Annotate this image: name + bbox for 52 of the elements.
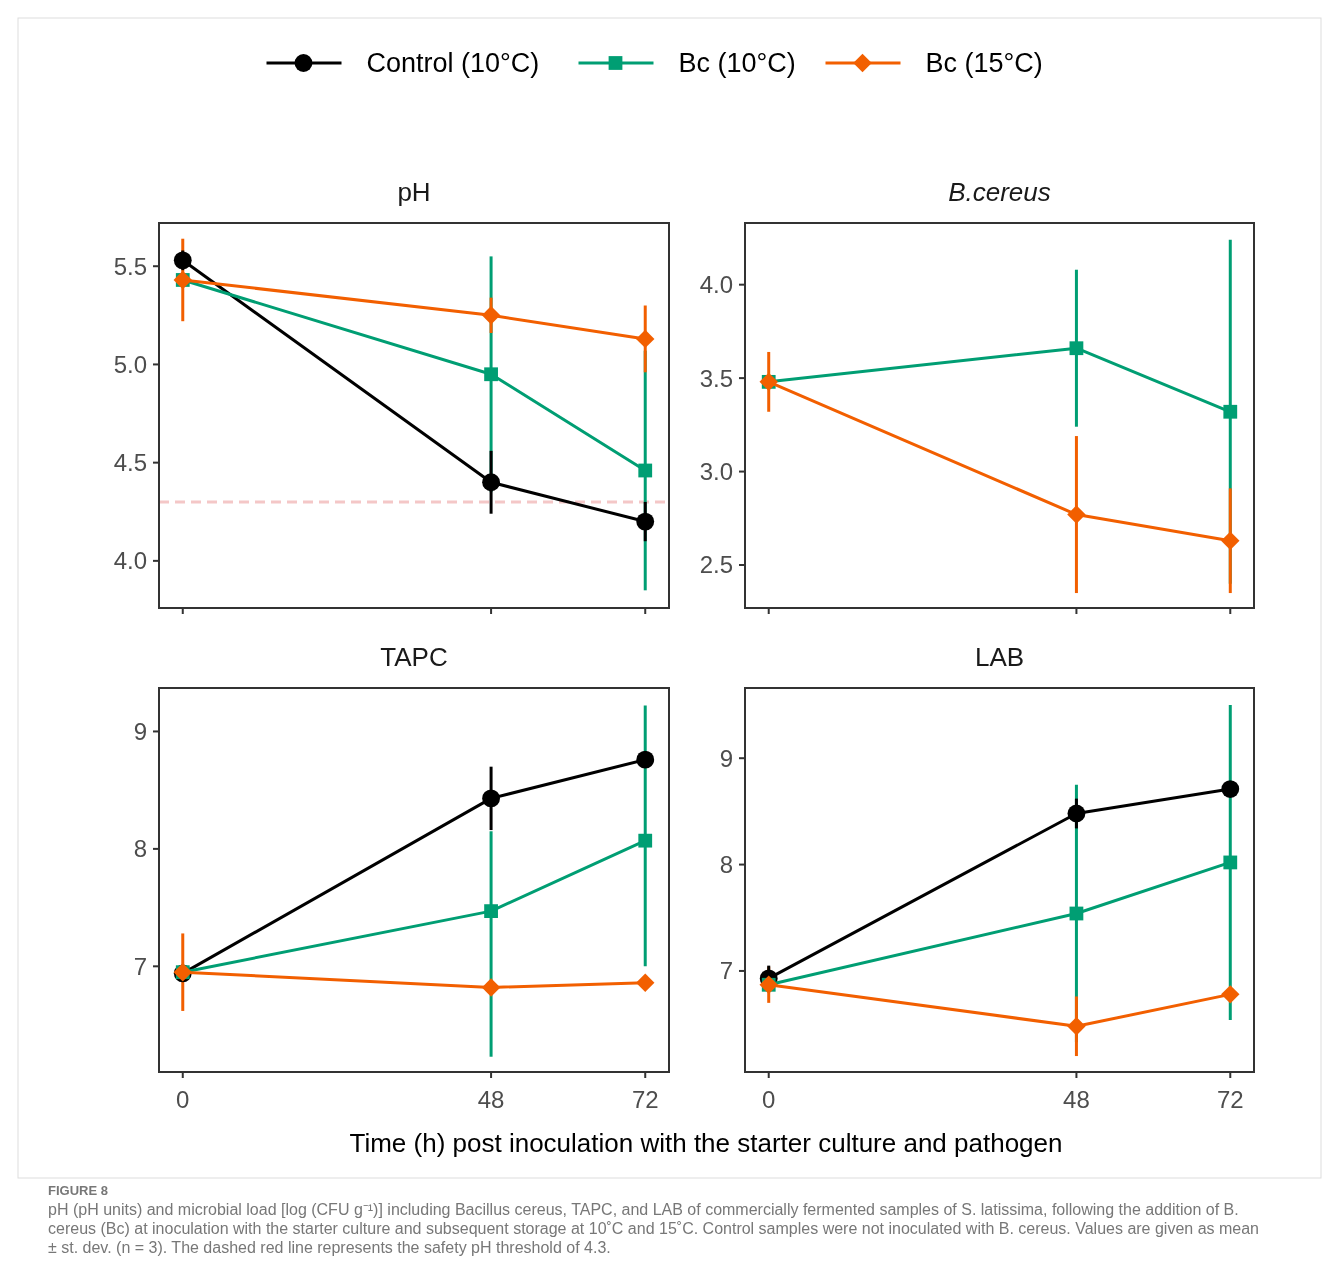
point	[1069, 341, 1084, 356]
chart-title: LAB	[974, 642, 1025, 672]
y-tick-label: 4.5	[113, 449, 147, 477]
legend-label: Bc (15°C)	[925, 48, 1043, 79]
point	[1221, 780, 1240, 798]
x-tick-label: 72	[631, 1086, 659, 1113]
y-tick-label: 4.0	[113, 547, 147, 575]
point	[1067, 505, 1086, 524]
point	[636, 750, 655, 769]
point	[636, 512, 655, 531]
point	[1221, 985, 1240, 1004]
y-tick-label: 8	[719, 850, 733, 878]
point	[1067, 804, 1086, 823]
x-tick-label: 0	[762, 1086, 776, 1113]
y-tick-label: 7	[133, 952, 147, 980]
text: pH (pH units) and microbial load [log (CFU g⁻¹)] including Bacillus cereus, TAPC, and LAB of commercially fermented samples of S. latissima, following the addition of B. cereus (Bc) at inoculation with the starter culture and subsequent storage at 10˚C and 15˚C. Control samples were not inoculated with B. cereus. Values are given as mean ± st. dev. (n = 3). The dashed red line represents the safety pH threshold of 4.3.	[48, 1201, 1260, 1256]
y-tick-label: 5.5	[113, 252, 147, 280]
y-tick-label: 8	[133, 835, 147, 863]
point	[636, 973, 655, 992]
point	[482, 789, 500, 808]
y-tick-label: 7	[719, 957, 733, 985]
legend-label: Bc (10°C)	[678, 48, 796, 79]
x-tick-label: 48	[477, 1086, 505, 1113]
point	[481, 978, 501, 997]
caption: FIGURE 8	[48, 1183, 108, 1198]
point	[1221, 531, 1240, 550]
point	[482, 473, 500, 492]
point	[173, 251, 192, 270]
y-tick-label: 2.5	[699, 551, 733, 579]
x-tick-label: 48	[1063, 1086, 1090, 1113]
chart-title: pH	[397, 177, 431, 207]
chart-title: TAPC	[380, 642, 448, 672]
point	[484, 904, 498, 919]
y-tick-label: 4.0	[699, 271, 733, 299]
y-tick-label: 9	[133, 717, 147, 745]
y-tick-label: 3.5	[699, 364, 733, 392]
point	[484, 367, 498, 382]
point	[1067, 1017, 1086, 1036]
x-axis-title: Time (h) post inoculation with the starter culture and pathogen	[349, 1128, 1063, 1158]
y-tick-label: 5.0	[113, 350, 147, 378]
point	[481, 306, 501, 325]
legend-label: Control (10°C)	[366, 48, 540, 79]
chart-title: B.cereus	[948, 177, 1051, 207]
x-tick-label: 72	[1216, 1086, 1244, 1113]
y-tick-label: 3.0	[699, 457, 733, 485]
x-tick-label: 0	[176, 1086, 190, 1113]
point	[636, 329, 655, 349]
point	[1223, 855, 1238, 870]
point	[638, 833, 653, 848]
y-tick-label: 9	[719, 744, 733, 772]
point	[638, 463, 653, 478]
point	[1223, 404, 1238, 419]
